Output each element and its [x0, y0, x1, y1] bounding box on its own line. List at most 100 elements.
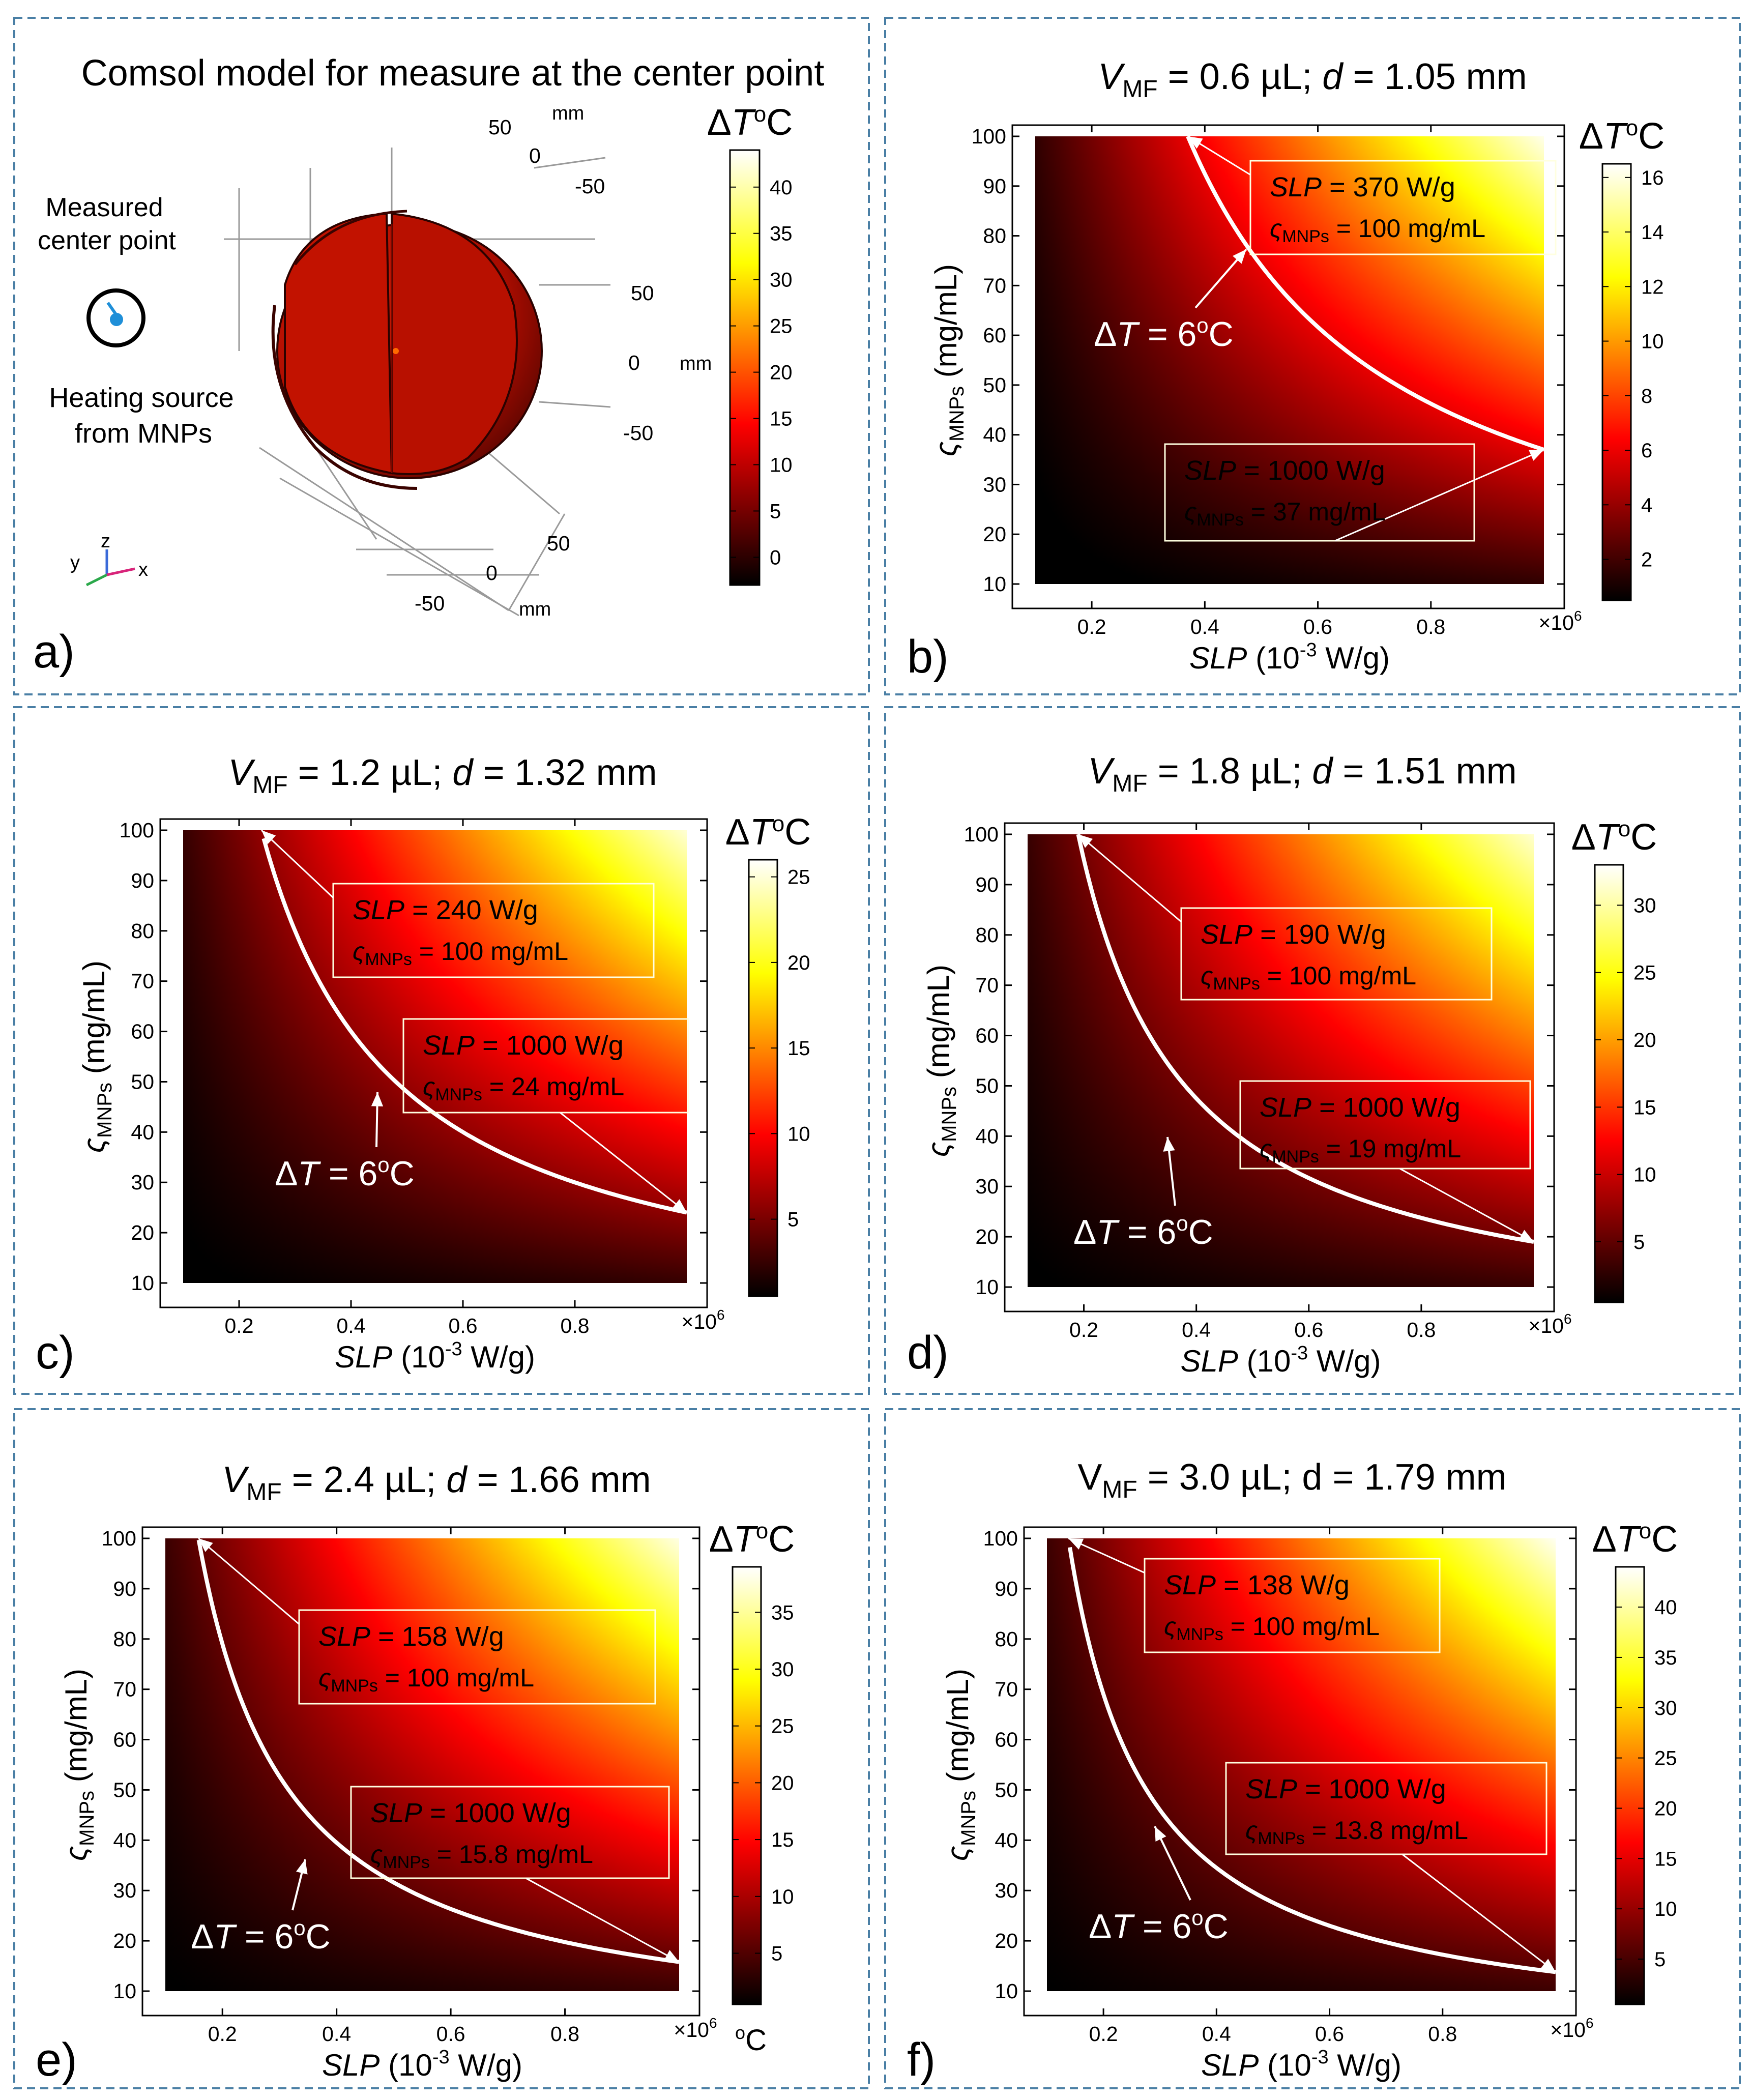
panel-d-contour-label: ΔT = 6oC	[1073, 1211, 1213, 1251]
panel-c-ytick-label: 70	[131, 970, 154, 993]
panel-a-label: a)	[33, 626, 75, 678]
panel-d-annotation-slp: SLP = 1000 W/g	[1260, 1092, 1461, 1123]
panel-b-contour-label: ΔT = 6oC	[1094, 313, 1234, 354]
panel-f-annotation-arrow	[1401, 1853, 1556, 1973]
panel-f-arrowhead	[1068, 1538, 1084, 1550]
panel-e-ytick-label: 50	[113, 1778, 136, 1801]
panel-d-xlabel: SLP (10-3 W/g)	[1181, 1343, 1381, 1378]
panel-a-colorbar-tick-label: 0	[770, 546, 781, 569]
panel-e-contour-line	[196, 1539, 680, 1964]
panel-d-ytick-label: 20	[975, 1225, 999, 1248]
svg-text:0: 0	[529, 144, 541, 167]
panel-f-annotation-conc: ςMNPs = 100 mg/mL	[1164, 1612, 1380, 1644]
panel-e: 0.2 0.4 0.6 0.8 10 20 30 40 50 60 70 80 90 100 ×106 VMF…	[36, 1460, 795, 2086]
panel-d-colorbar-tick-label: 5	[1633, 1231, 1645, 1253]
panel-b-ytick-label: 30	[983, 473, 1006, 496]
panel-d: 0.2 0.4 0.6 0.8 10 20 30 40 50 60 70 80 90 100 ×106 VMF…	[907, 751, 1657, 1379]
panel-e-annotation-slp: SLP = 158 W/g	[318, 1621, 504, 1652]
panel-f-ytick-label: 100	[983, 1527, 1018, 1550]
panel-d-colorbar-gradient	[1594, 864, 1624, 1303]
panel-c-ytick-label: 20	[131, 1221, 154, 1244]
panel-f: 0.2 0.4 0.6 0.8 10 20 30 40 50 60 70 80 90 100 ×106 VMF…	[907, 1457, 1678, 2086]
panel-d-xtick-label: 0.6	[1294, 1318, 1323, 1341]
panel-a-axis-labels: 50 0 -50 mm 50 0 -50 mm 50 0 -50 mm	[415, 103, 712, 620]
panel-c-colorbar-tick-label: 25	[787, 866, 810, 889]
panel-a-colorbar-tick-label: 25	[770, 315, 793, 338]
panel-b: 0.2 0.4 0.6 0.8 10 20 30 40 50 60 70 80 90 100 ×106 VMF…	[907, 56, 1665, 683]
panel-d-heatmap	[1028, 834, 1534, 1287]
panel-f-colorbar-tick-label: 10	[1654, 1898, 1677, 1920]
panel-e-colorbar-tick-label: 30	[771, 1658, 794, 1681]
panel-c-xtick-label: 0.8	[561, 1314, 590, 1337]
panel-d-colorbar-tick-label: 30	[1633, 894, 1656, 917]
panel-e-xtick-label: 0.2	[208, 2022, 237, 2046]
panel-d-arrowhead	[1078, 834, 1093, 848]
panel-f-label: f)	[907, 2034, 936, 2086]
panel-d-colorbar-tick-label: 20	[1633, 1029, 1656, 1052]
panel-f-colorbar-title: ΔToC	[1592, 1519, 1678, 1560]
panel-c-xtick-label: 0.4	[337, 1314, 366, 1337]
panel-d-annotation-arrow	[1077, 833, 1182, 923]
panel-d-colorbar-title: ΔToC	[1571, 816, 1657, 858]
panel-d-annotation-conc: ςMNPs = 19 mg/mL	[1260, 1134, 1461, 1166]
panel-e-contour-label: ΔT = 6oC	[191, 1916, 331, 1956]
heatmap-panels: 0.2 0.4 0.6 0.8102030405060708090100×106VMF…	[36, 56, 1678, 2086]
panel-f-colorbar-tick-label: 35	[1654, 1647, 1677, 1669]
panel-b-heatmap	[1035, 136, 1544, 584]
panel-e-ytick-label: 60	[113, 1728, 136, 1752]
panel-b-xtick-label: 0.4	[1190, 615, 1219, 638]
callout-heating-line1: Heating source	[49, 383, 233, 413]
panel-e-ytick-label: 10	[113, 1979, 136, 2003]
panel-b-ylabel: ςMNPs (mg/mL)	[929, 264, 968, 456]
panel-b-x-multiplier: ×106	[1538, 608, 1582, 634]
panel-a-colorbar-title: ΔToC	[707, 102, 793, 143]
panel-e-ytick-label: 80	[113, 1627, 136, 1651]
panel-f-annotation-conc: ςMNPs = 13.8 mg/mL	[1245, 1816, 1468, 1848]
panel-c-annotation-arrow	[560, 1112, 687, 1213]
panel-c-heatmap	[183, 830, 687, 1283]
panel-frame-4	[13, 1408, 870, 2089]
panel-b-annotation-slp: SLP = 1000 W/g	[1184, 455, 1385, 486]
panel-b-xtick-label: 0.6	[1303, 615, 1332, 638]
panel-f-title: VMF = 3.0 µL; d = 1.79 mm	[1077, 1457, 1506, 1503]
callout-heating-line2: from MNPs	[75, 418, 212, 449]
panel-e-annotation-box	[298, 1609, 656, 1705]
panel-d-annotation-arrow	[1399, 1168, 1534, 1243]
panel-f-annotation-box	[1144, 1558, 1441, 1653]
panel-b-ytick-label: 50	[983, 373, 1006, 397]
svg-text:0: 0	[628, 351, 640, 374]
panel-c-annotation-box	[332, 883, 655, 978]
panel-a-colorbar-tick-label: 35	[770, 223, 793, 245]
panel-e-annotation-conc: ςMNPs = 15.8 mg/mL	[370, 1840, 593, 1872]
panel-d-arrowhead	[1519, 1230, 1534, 1242]
svg-text:-50: -50	[575, 174, 605, 198]
panel-c: 0.2 0.4 0.6 0.8 10 20 30 40 50 60 70 80 90 100 ×106 VMF…	[36, 752, 811, 1379]
panel-b-ytick-label: 60	[983, 324, 1006, 347]
panel-frames	[13, 17, 1741, 2089]
panel-b-annotation-0: SLP = 370 W/g ςMNPs = 100 mg/mL	[1187, 135, 1557, 255]
panel-a-colorbar: 0 5 10 15 20 25 30 35 40 ΔToC	[707, 102, 793, 586]
panel-c-colorbar-tick-label: 5	[787, 1209, 799, 1231]
panel-d-xtick-label: 0.4	[1182, 1318, 1211, 1341]
panel-f-contour-label-arrowhead	[1155, 1826, 1166, 1842]
svg-text:mm: mm	[680, 353, 712, 374]
panel-b-xtick-label: 0.8	[1416, 615, 1445, 638]
panel-d-xtick-label: 0.8	[1407, 1318, 1436, 1341]
panel-d-ytick-label: 90	[975, 873, 999, 896]
panel-b-xtick-label: 0.2	[1077, 615, 1106, 638]
panel-b-colorbar-tick-label: 4	[1641, 494, 1652, 516]
panel-c-arrowhead	[261, 830, 276, 844]
panel-c-annotation-arrow	[260, 829, 334, 898]
panel-e-ylabel: ςMNPs (mg/mL)	[59, 1669, 98, 1861]
panel-f-xtick-label: 0.6	[1315, 2022, 1344, 2046]
panel-e-ytick-label: 70	[113, 1678, 136, 1701]
panel-d-title: VMF = 1.8 µL; d = 1.51 mm	[1088, 751, 1516, 797]
callout-measured-line1: Measured	[45, 193, 163, 222]
panel-d-ytick-label: 50	[975, 1074, 999, 1097]
panel-c-annotation-0: SLP = 240 W/g ςMNPs = 100 mg/mL	[260, 829, 655, 978]
panel-frame-3	[884, 706, 1741, 1395]
panel-d-colorbar-tick-label: 10	[1633, 1164, 1656, 1186]
panel-c-ytick-label: 30	[131, 1171, 154, 1194]
panel-d-label: d)	[907, 1327, 949, 1379]
